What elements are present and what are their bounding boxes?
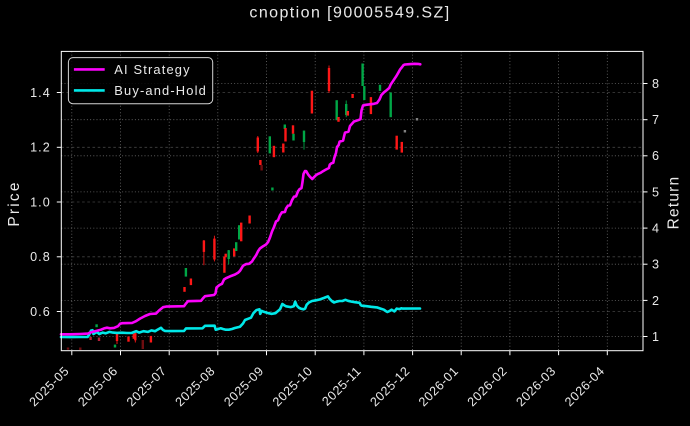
svg-text:4: 4 <box>652 222 659 236</box>
svg-text:Price: Price <box>6 180 23 226</box>
svg-text:6: 6 <box>652 149 659 163</box>
svg-text:3: 3 <box>652 258 659 272</box>
svg-text:Buy-and-Hold: Buy-and-Hold <box>114 83 207 98</box>
svg-text:AI Strategy: AI Strategy <box>114 62 190 77</box>
svg-text:cnoption [90005549.SZ]: cnoption [90005549.SZ] <box>249 5 450 22</box>
svg-text:1.2: 1.2 <box>30 141 51 155</box>
svg-text:5: 5 <box>652 185 659 199</box>
svg-text:8: 8 <box>652 77 659 91</box>
svg-text:1.0: 1.0 <box>30 195 51 209</box>
svg-text:2: 2 <box>652 294 659 308</box>
svg-text:1.4: 1.4 <box>30 86 51 100</box>
svg-text:0.8: 0.8 <box>30 250 51 264</box>
svg-text:7: 7 <box>652 113 659 127</box>
svg-text:1: 1 <box>652 330 659 344</box>
svg-text:0.6: 0.6 <box>30 305 51 319</box>
svg-text:Return: Return <box>666 176 683 230</box>
